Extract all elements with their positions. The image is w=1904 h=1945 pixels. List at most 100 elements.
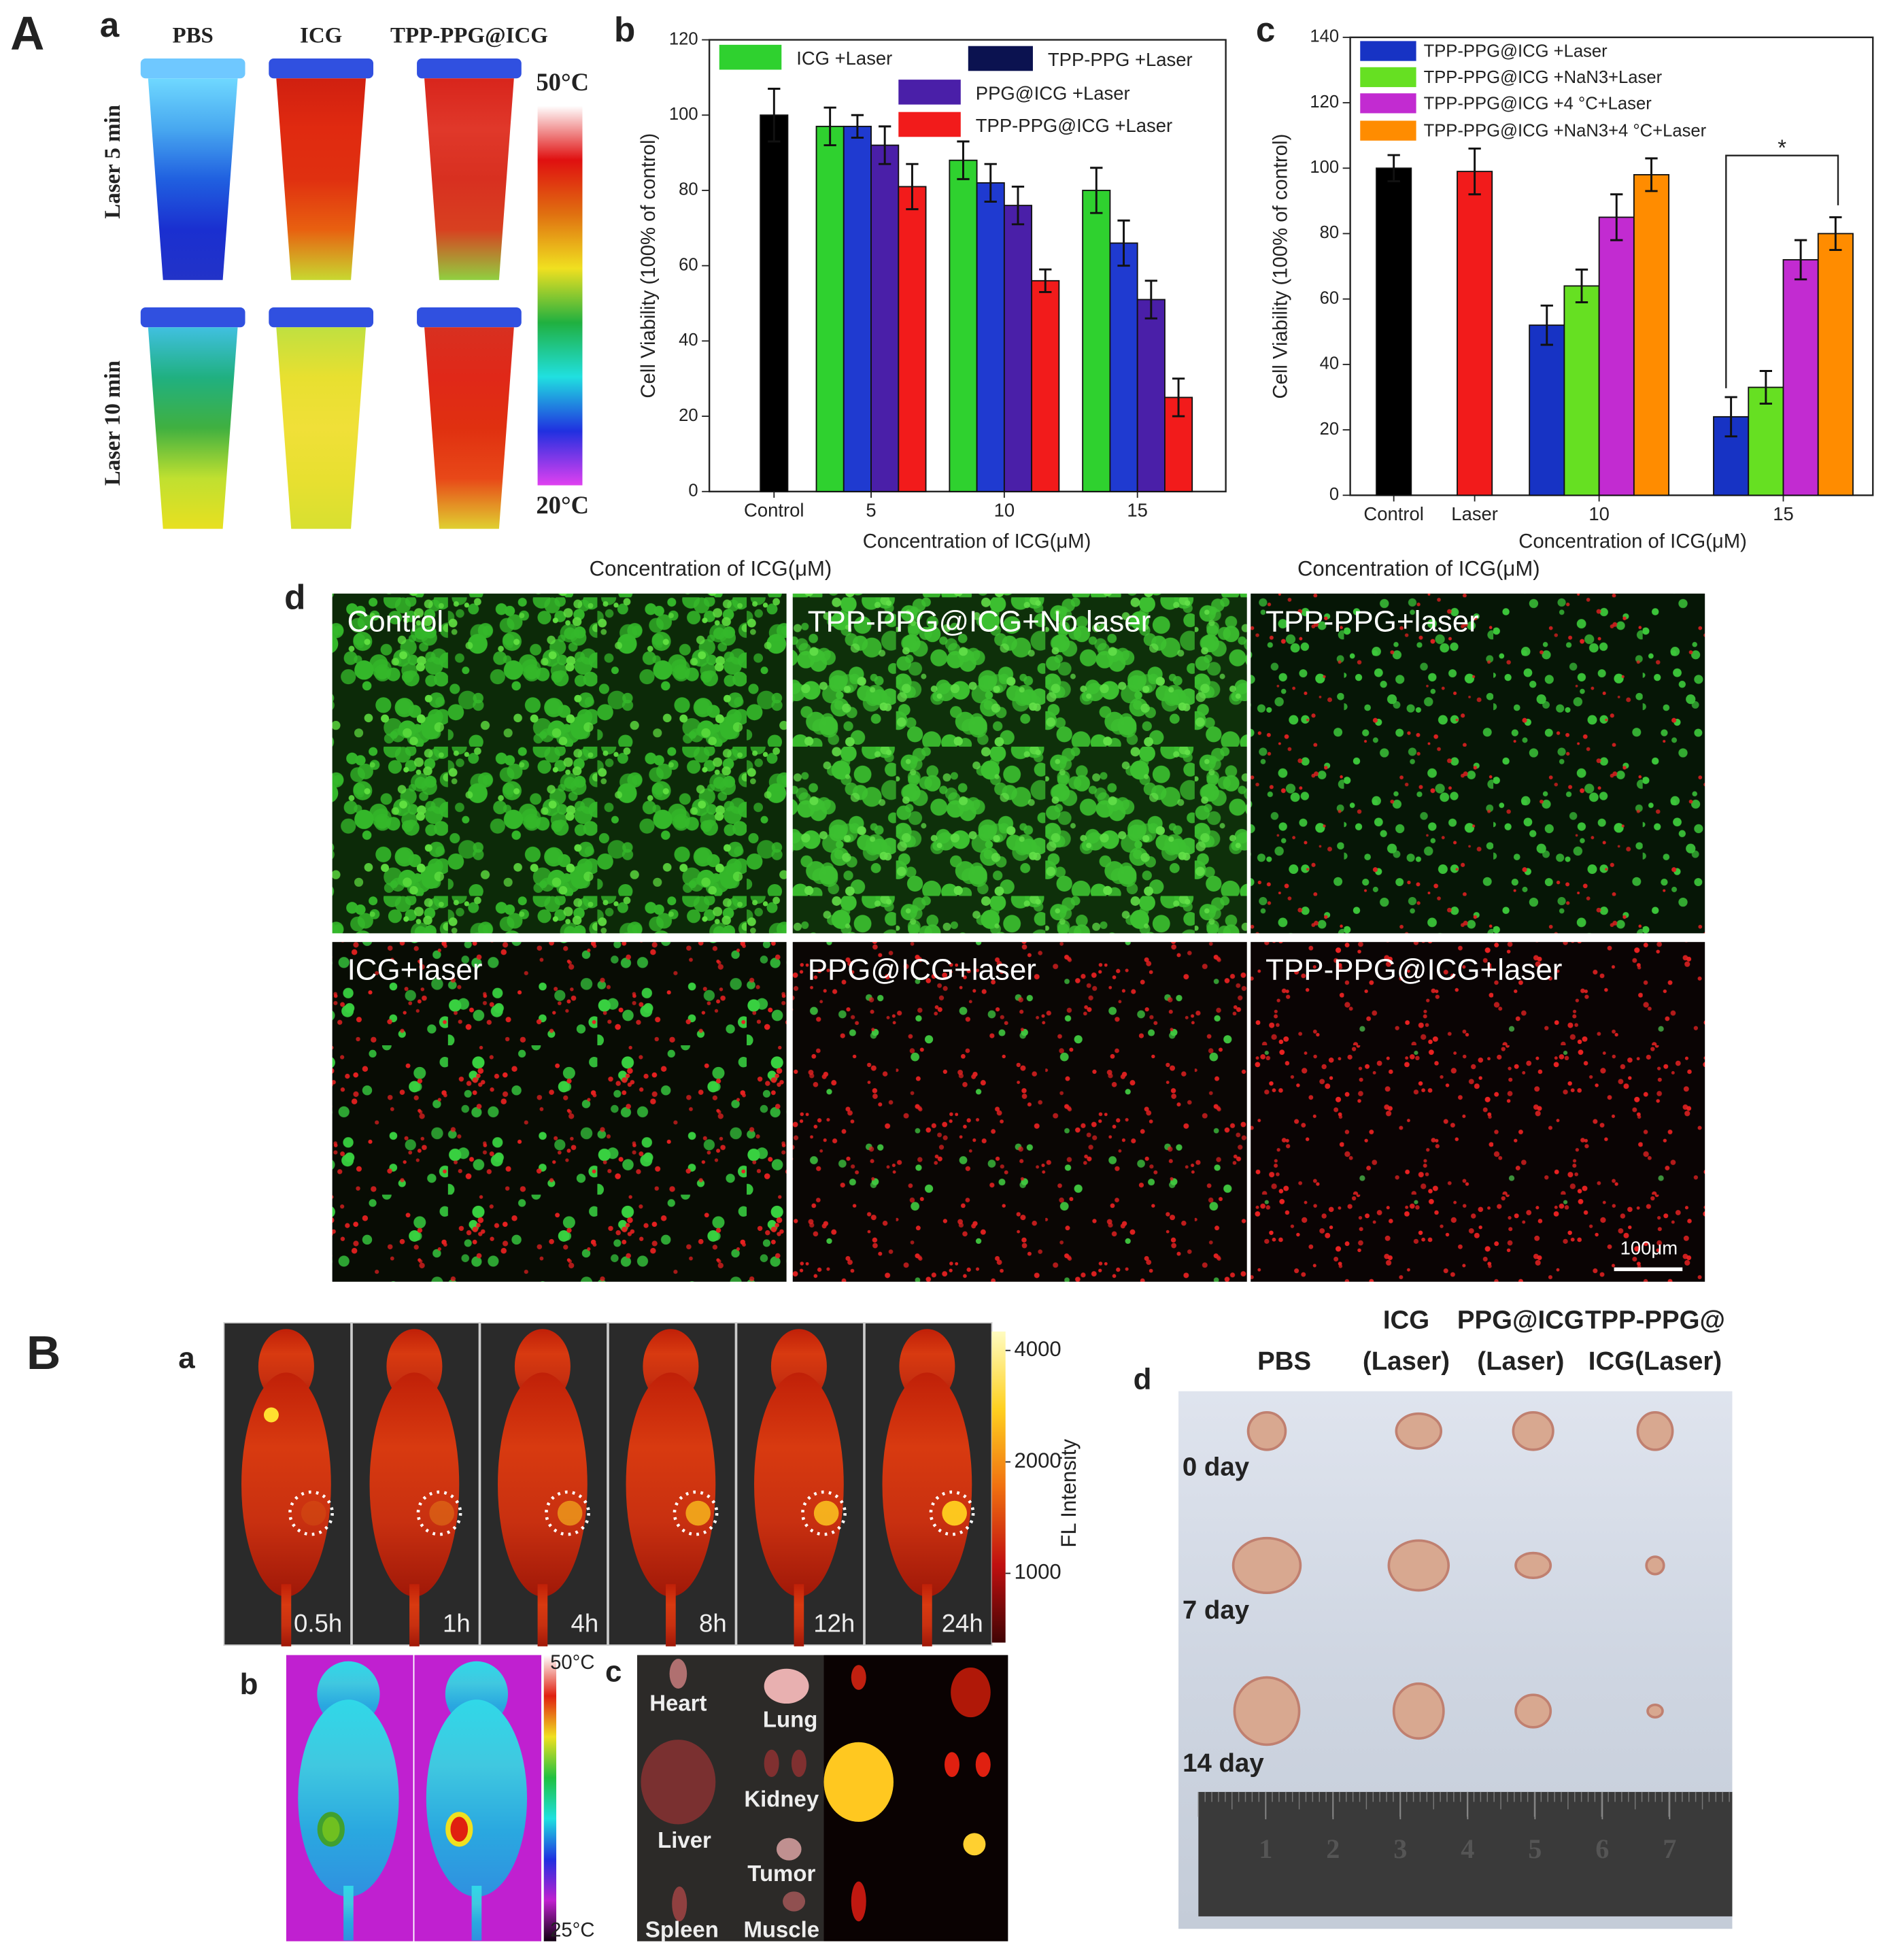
legend-swatch [1360,93,1416,114]
panel-letter: b [614,10,635,49]
bar [898,186,927,492]
legend-label: TPP-PPG@ICG +Laser [1424,42,1608,61]
day-label: 7 day [1183,1595,1250,1625]
time-label: 8h [699,1609,727,1637]
colorbar [537,105,583,486]
x-tick-label: 10 [1588,503,1610,524]
tube-cap [140,307,245,328]
error-bar [957,140,970,180]
panel-letter: d [284,578,305,617]
ruler-label: 1 [1259,1833,1272,1864]
x-tick-label: Control [1363,503,1423,524]
colorbar-label: 25°C [550,1920,594,1942]
mouse-body [626,1372,716,1597]
tumor-outline [288,1490,334,1536]
legend-swatch [898,80,961,105]
bar [1598,216,1635,496]
micrograph [1251,942,1705,1282]
legend-swatch [968,46,1033,71]
bar [949,159,978,492]
group-label: PBS [1257,1347,1311,1376]
organ [783,1891,806,1912]
tile-label: PPG@ICG+laser [808,953,1036,987]
legend-label: ICG +Laser [796,48,892,69]
organ [669,1659,687,1689]
tumor-signal [813,1500,839,1526]
ruler [1198,1791,1733,1916]
tile-label: Control [347,605,444,638]
error-bar [1172,377,1185,418]
tumor-outline [801,1490,847,1536]
panel-letter: A [10,7,44,60]
column-label: ICG [300,23,342,48]
bar [1082,190,1111,492]
tumor [1231,1536,1302,1594]
mouse-tail [537,1584,548,1646]
x-tick-label: 15 [1127,499,1148,520]
time-label: 12h [813,1609,855,1637]
x-tick-label: 10 [994,499,1015,520]
error-bar [1387,154,1400,182]
colorbar-tick-label: 4000 [1015,1337,1061,1361]
legend-label: TPP-PPG@ICG +4 °C+Laser [1424,94,1652,113]
panel-letter: b [240,1668,258,1701]
organ-label: Liver [658,1827,711,1853]
day-label: 0 day [1183,1452,1250,1481]
panel-letter: a [178,1342,195,1375]
error-bar [1039,268,1052,293]
panel-letter: d [1134,1363,1152,1396]
tube [424,78,514,280]
bar [1136,299,1166,492]
bar [1633,173,1670,496]
tumor [1512,1411,1554,1451]
organ-label: Tumor [747,1861,815,1886]
y-tick-label: 60 [679,255,698,274]
bar [1003,205,1033,492]
tumor [1246,1411,1287,1451]
tumor [1387,1539,1450,1592]
bar [870,144,900,492]
colorbar [543,1655,557,1942]
legend-swatch [1360,120,1416,141]
tumor [1636,1411,1674,1451]
y-tick-label: 20 [1320,420,1340,439]
tumor-outline [929,1490,975,1536]
y-tick-label: 0 [688,481,698,501]
bar [1031,280,1060,492]
group-label: PPG@ICG [1457,1305,1584,1334]
bar [1457,171,1493,496]
error-bar [768,88,781,143]
organ-label: Spleen [645,1917,719,1942]
organ-signal [851,1881,866,1922]
mouse-body [426,1699,528,1897]
organ-signal [975,1752,991,1777]
bar [843,125,872,492]
organ [764,1668,809,1704]
tile-label: ICG+laser [347,953,483,987]
legend-label: TPP-PPG@ICG +Laser [976,115,1172,136]
organ-label: Kidney [744,1786,819,1811]
tumor-outline [545,1490,590,1536]
group-label: TPP-PPG@ [1585,1305,1725,1334]
tile-label: TPP-PPG@ICG+No laser [808,605,1151,638]
error-bar [1468,147,1481,196]
tumor [1514,1693,1552,1729]
y-tick-label: 40 [679,331,698,350]
colorbar-tick-label: 2000 [1015,1449,1061,1472]
tumor [1646,1704,1664,1719]
bar [1376,167,1412,496]
tumor [1645,1555,1665,1576]
error-bar [851,114,864,139]
micrograph [792,942,1247,1282]
error-bar [1011,185,1025,226]
column-label: TPP-PPG@ICG [390,23,548,48]
micrograph [792,593,1247,934]
mouse-tail [666,1584,676,1646]
mouse-body [498,1372,588,1597]
x-tick-label: 15 [1773,503,1794,524]
day-label: 14 day [1183,1748,1264,1778]
tumor [1392,1682,1445,1740]
mouse-body [882,1372,972,1597]
tube-cap [417,58,522,79]
